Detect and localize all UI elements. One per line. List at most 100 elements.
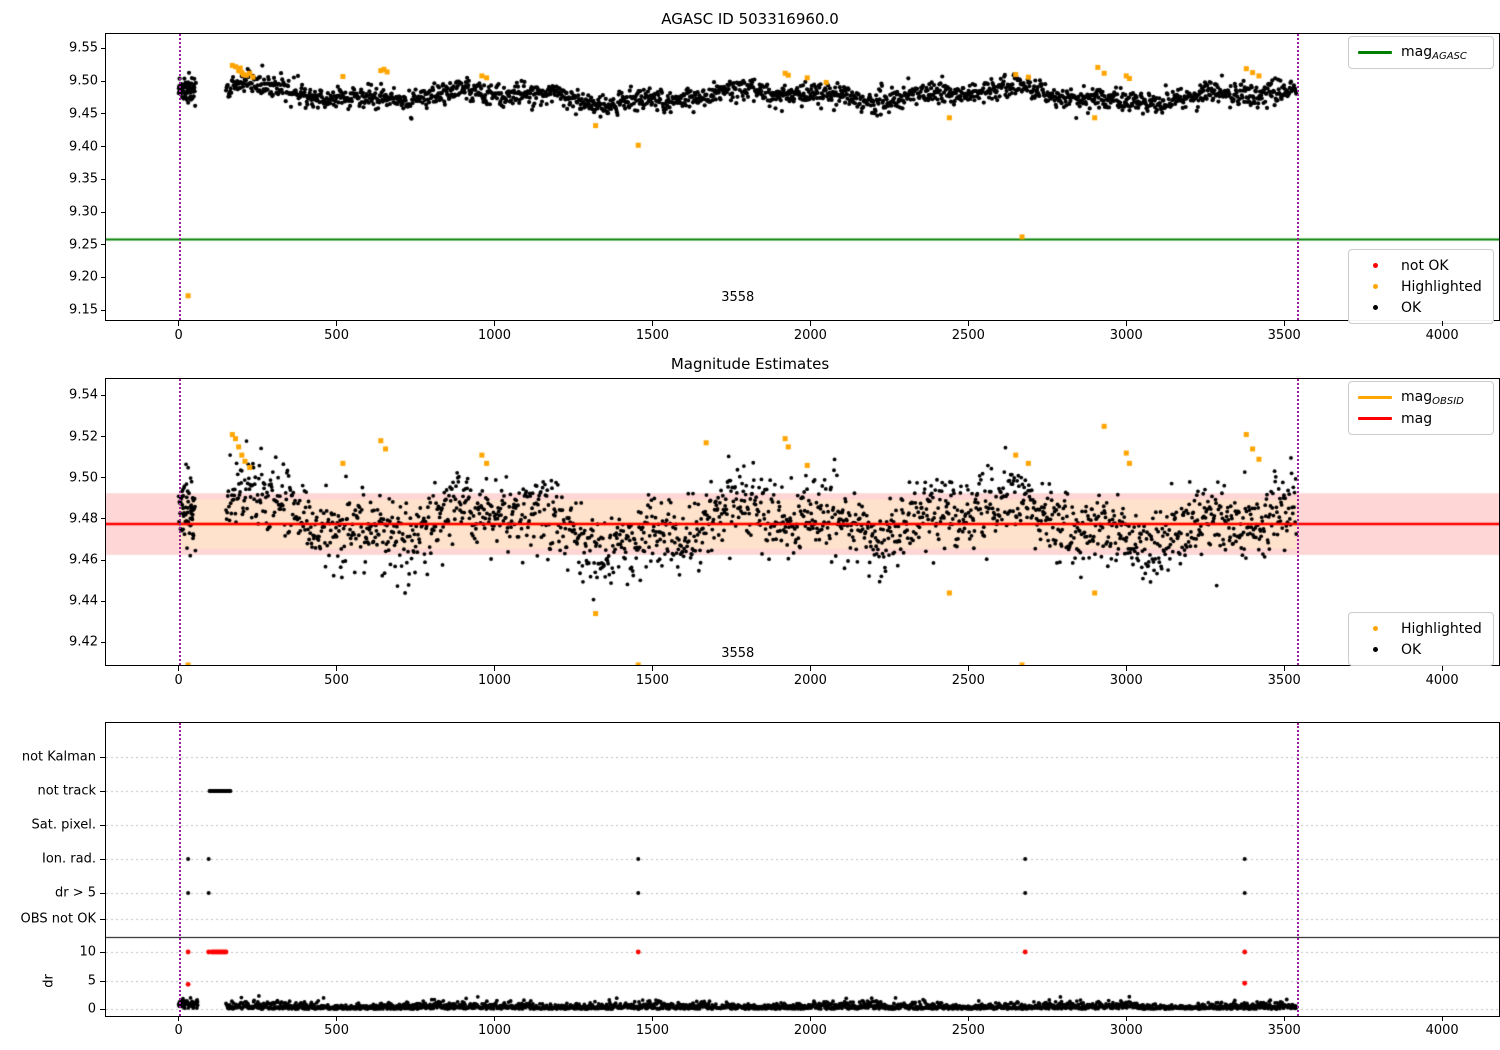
panel2-legend-lines[interactable]: magOBSID mag [1348,381,1494,435]
y-tick-label: 9.48 [69,511,98,527]
obsid-boundary-line [178,379,181,665]
ok-swatch [1358,305,1392,310]
obsid-boundary-line [1296,379,1299,665]
x-tick-label: 2000 [793,673,827,688]
y-tick-mark [101,394,106,396]
panel2-axes [105,378,1500,666]
x-tick-mark [809,321,811,326]
x-tick-mark [967,321,969,326]
x-tick-label: 0 [174,1023,183,1038]
x-tick-mark [967,1016,969,1021]
legend-entry-mag-agasc[interactable]: magAGASC [1358,42,1484,63]
legend-entry-ok[interactable]: OK [1358,297,1484,318]
obsid-annotation: 3558 [721,645,755,661]
y-tick-mark [100,824,105,826]
y-tick-mark [101,518,106,520]
mag-swatch [1358,417,1392,420]
x-tick-label: 2000 [793,328,827,343]
x-tick-mark [178,1016,180,1021]
x-tick-label: 0 [174,673,183,688]
x-tick-mark [1283,666,1285,671]
highlighted-swatch [1358,284,1392,289]
legend-entry-not-ok[interactable]: not OK [1358,255,1484,276]
flag-row-label: Ion. rad. [42,851,96,867]
flag-row-label: Sat. pixel. [31,817,96,833]
y-tick-label: 9.52 [69,429,98,445]
flag-row-label: dr > 5 [54,885,96,901]
x-tick-mark [1283,321,1285,326]
y-tick-mark [101,600,106,602]
y-tick-mark [101,47,106,49]
obsid-boundary-line [1296,723,1299,1016]
legend-entry-highlighted[interactable]: Highlighted [1358,276,1484,297]
mag-obsid-swatch [1358,396,1392,399]
x-tick-mark [1283,1016,1285,1021]
y-tick-label: 9.55 [69,40,98,56]
panel1-axes [105,33,1500,321]
x-tick-label: 1500 [635,328,669,343]
y-tick-mark [101,641,106,643]
x-tick-label: 500 [324,673,349,688]
obsid-boundary-line [178,34,181,320]
panel2-legend-points[interactable]: Highlighted OK [1348,612,1494,666]
panel1-legend-points[interactable]: not OK Highlighted OK [1348,249,1494,324]
legend-entry-highlighted[interactable]: Highlighted [1358,618,1484,639]
x-tick-label: 500 [324,328,349,343]
y-tick-mark [100,892,105,894]
obsid-annotation: 3558 [721,290,755,306]
x-tick-mark [809,1016,811,1021]
dr-tick-label: 10 [79,944,96,960]
legend-entry-label: not OK [1401,257,1449,274]
x-tick-mark [1125,321,1127,326]
y-tick-mark [100,756,105,758]
y-tick-mark [101,309,106,311]
x-tick-label: 1000 [477,1023,512,1038]
x-tick-label: 2500 [951,328,985,343]
not-ok-swatch [1358,263,1392,268]
y-tick-label: 9.15 [69,302,98,318]
y-tick-mark [101,244,106,246]
obsid-boundary-line [1296,34,1299,320]
mag-agasc-swatch [1358,51,1392,54]
x-tick-label: 3000 [1109,1023,1143,1038]
x-tick-mark [1441,666,1443,671]
x-tick-label: 4000 [1425,328,1459,343]
x-tick-mark [494,321,496,326]
x-tick-label: 4000 [1425,673,1459,688]
y-tick-mark [100,980,105,982]
x-tick-label: 4000 [1425,1023,1459,1038]
x-tick-mark [809,666,811,671]
legend-entry-label: magAGASC [1401,43,1467,62]
x-tick-mark [494,666,496,671]
panel3-axes [105,722,1500,1017]
y-tick-label: 9.40 [69,139,98,155]
y-tick-label: 9.25 [69,237,98,253]
legend-entry-mag-obsid[interactable]: magOBSID [1358,387,1484,408]
x-tick-mark [494,1016,496,1021]
x-tick-mark [1441,1016,1443,1021]
legend-entry-mag[interactable]: mag [1358,408,1484,429]
highlighted-swatch [1358,626,1392,631]
x-tick-label: 0 [174,328,183,343]
legend-entry-label: mag [1401,410,1433,427]
x-tick-mark [651,1016,653,1021]
x-tick-label: 2000 [793,1023,827,1038]
x-tick-mark [1441,321,1443,326]
legend-entry-ok[interactable]: OK [1358,639,1484,660]
y-tick-label: 9.46 [69,552,98,568]
y-tick-mark [101,436,106,438]
legend-entry-label: Highlighted [1401,278,1482,295]
legend-entry-label: Highlighted [1401,620,1482,637]
dr-tick-label: 5 [87,973,96,989]
panel1-legend-line[interactable]: magAGASC [1348,36,1494,69]
y-tick-label: 9.44 [69,593,98,609]
flag-row-label: not Kalman [21,749,96,765]
panel2-title: Magnitude Estimates [670,355,830,373]
x-tick-mark [967,666,969,671]
x-tick-label: 3500 [1267,328,1301,343]
y-tick-label: 9.45 [69,106,98,122]
x-tick-label: 1500 [635,1023,669,1038]
y-tick-label: 9.50 [69,73,98,89]
obsid-boundary-line [178,723,181,1016]
